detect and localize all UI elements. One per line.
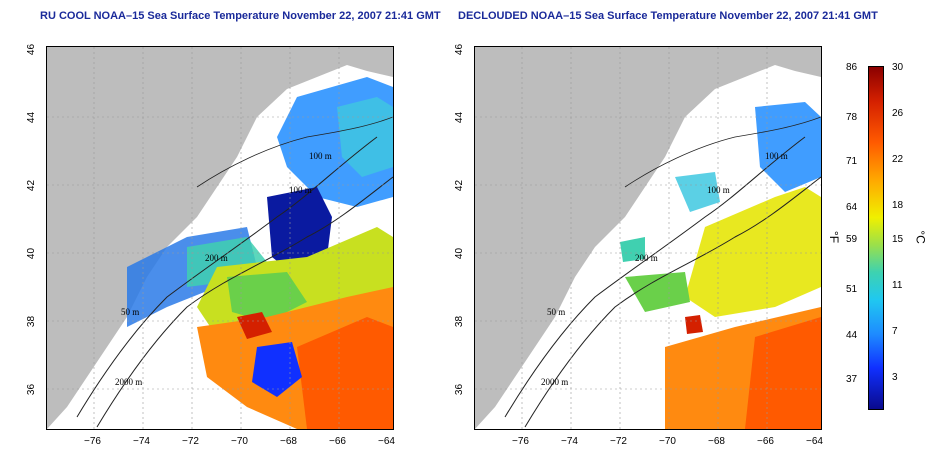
isobath-contour [504,136,806,418]
x-tick-label: −74 [133,436,150,447]
land-mass [475,47,821,429]
y-tick-label: 44 [26,111,38,124]
fahrenheit-tick: 78 [846,112,858,123]
contour-label: 200 m [205,253,228,263]
green-patch [625,272,690,312]
y-tick-label: 40 [454,247,466,260]
contour-label: 2000 m [115,377,142,387]
y-tick-label: 42 [26,179,38,192]
left-map-title: RU COOL NOAA–15 Sea Surface Temperature … [40,10,441,22]
fahrenheit-unit-label: °F [827,230,842,244]
x-tick-label: −64 [806,436,823,447]
contour-label: 100 m [309,151,332,161]
x-tick-label: −64 [378,436,395,447]
celsius-tick: 11 [892,280,903,291]
transition-band [685,187,821,317]
red-spot [237,312,272,339]
y-tick-label: 38 [454,315,466,328]
contour-label: 50 m [121,307,139,317]
fahrenheit-tick: 37 [846,374,858,385]
right-map-title: DECLOUDED NOAA–15 Sea Surface Temperatur… [458,10,878,22]
right-sst-map: 100 m 100 m 200 m 50 m 2000 m [474,46,822,430]
x-tick-label: −72 [610,436,627,447]
cold-region [755,102,821,192]
fahrenheit-tick: 64 [846,202,858,213]
land-mass [47,47,393,429]
x-tick-label: −74 [561,436,578,447]
isobath-contour [76,136,378,418]
x-tick-label: −68 [708,436,725,447]
y-tick-label: 36 [26,383,38,396]
temperature-colorbar [868,66,884,410]
fahrenheit-tick: 86 [846,62,858,73]
isobath-contour-2 [96,176,393,428]
x-tick-label: −72 [182,436,199,447]
contour-label: 100 m [707,185,730,195]
y-tick-label: 42 [454,179,466,192]
isobath-contour-3 [196,116,393,188]
contour-label: 200 m [635,253,658,263]
celsius-tick: 22 [892,154,904,165]
y-tick-label: 44 [454,111,466,124]
hot-region [297,317,393,429]
isobath-contour-2 [524,176,821,428]
hot-region [745,317,821,429]
celsius-tick: 3 [892,372,898,383]
x-tick-label: −70 [659,436,676,447]
celsius-tick: 26 [892,108,904,119]
cyan-spot [620,237,645,262]
celsius-tick: 15 [892,234,904,245]
x-tick-label: −66 [757,436,774,447]
celsius-tick: 30 [892,62,904,73]
fahrenheit-tick: 71 [846,156,858,167]
fahrenheit-tick: 59 [846,234,858,245]
coastal-cyan [187,237,267,287]
contour-label: 100 m [289,185,312,195]
y-tick-label: 36 [454,383,466,396]
green-patch [227,272,307,322]
x-tick-label: −66 [329,436,346,447]
fahrenheit-tick: 44 [846,330,858,341]
cold-patch [675,172,720,212]
celsius-unit-label: °C [913,230,928,244]
contour-label: 100 m [765,151,788,161]
red-spot [685,315,703,334]
cold-eddy [252,342,302,397]
x-tick-label: −76 [512,436,529,447]
y-tick-label: 40 [26,247,38,260]
x-tick-label: −70 [231,436,248,447]
contour-label: 50 m [547,307,565,317]
x-tick-label: −76 [84,436,101,447]
x-tick-label: −68 [280,436,297,447]
left-sst-map: 100 m 100 m 200 m 50 m 2000 m [46,46,394,430]
isobath-contour-3 [624,116,821,188]
fahrenheit-tick: 51 [846,284,858,295]
y-tick-label: 46 [26,43,38,56]
y-tick-label: 46 [454,43,466,56]
contour-label: 2000 m [541,377,568,387]
celsius-tick: 7 [892,326,898,337]
y-tick-label: 38 [26,315,38,328]
celsius-tick: 18 [892,200,904,211]
